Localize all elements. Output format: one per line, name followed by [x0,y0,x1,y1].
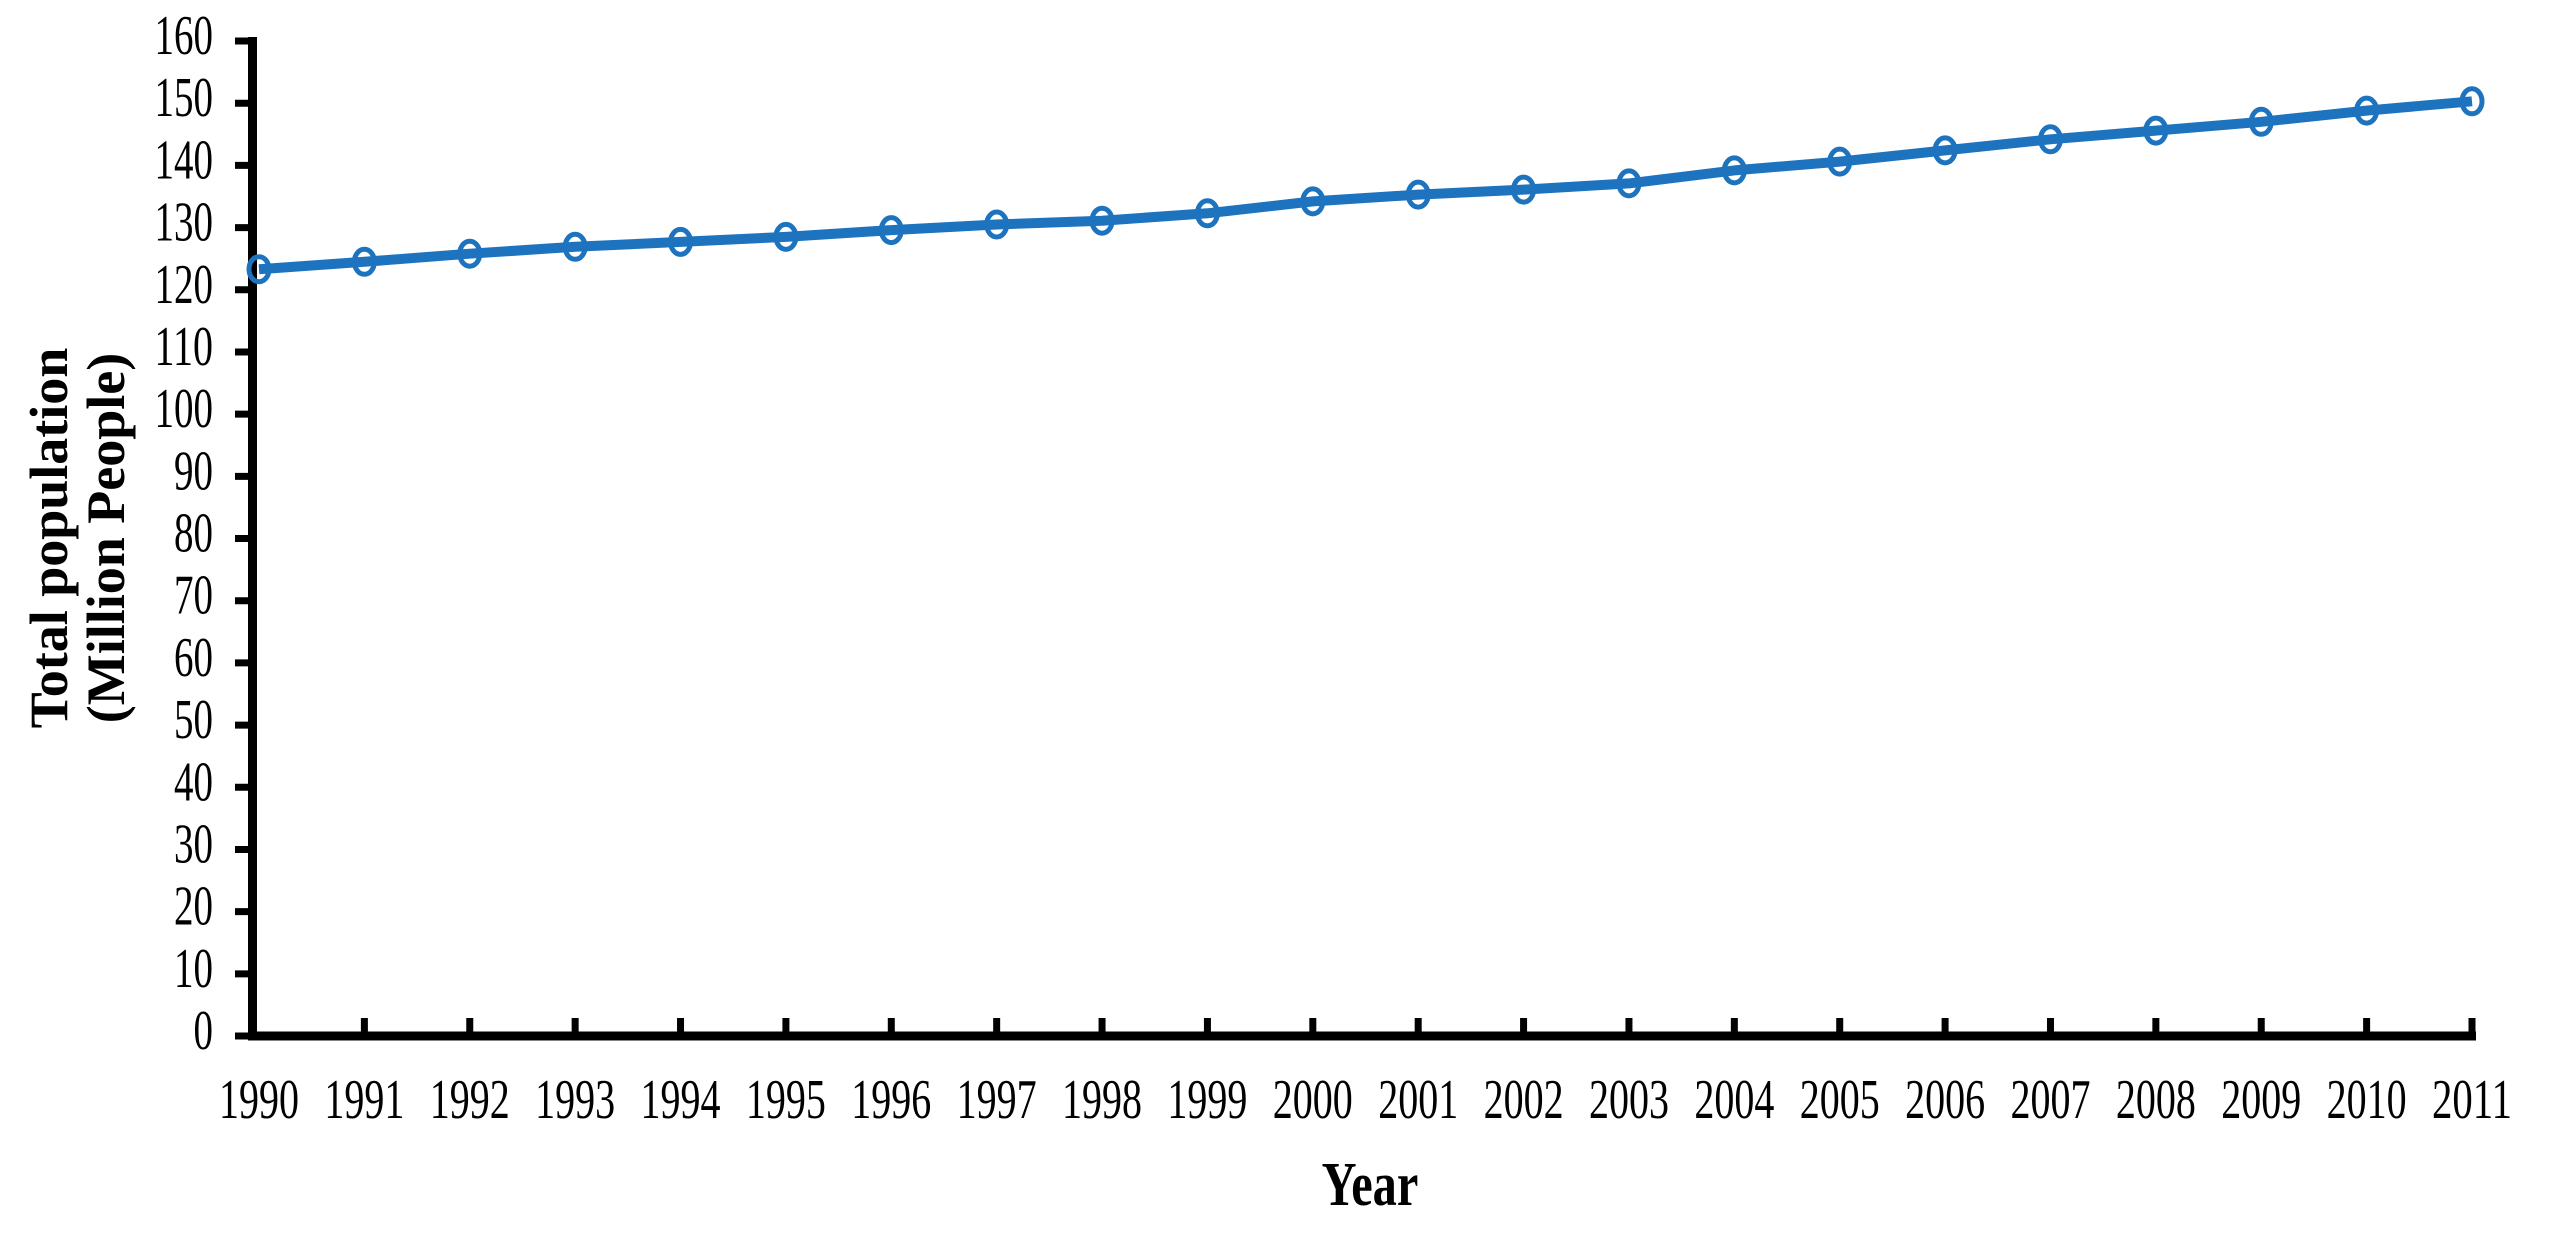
x-tick-label: 1996 [851,1069,931,1131]
y-axis-title: Total population (Million People) [18,347,136,729]
y-tick-label: 100 [155,378,214,440]
y-axis-title-line1: Total population [18,347,79,729]
x-axis-title-text: Year [1321,1151,1419,1219]
x-tick-label: 1999 [1167,1069,1247,1131]
x-axis-title: Year [1322,1150,1419,1221]
data-point-1990 [246,254,272,285]
x-tick-label: 1993 [535,1069,615,1131]
x-tick-label: 2006 [1905,1069,1985,1131]
data-point-1997 [984,209,1010,240]
data-point-2005 [1827,146,1853,177]
x-tick-label: 2011 [2432,1069,2512,1131]
x-tick-label: 1994 [641,1069,721,1131]
x-tick-label: 1992 [430,1069,510,1131]
y-tick-label: 130 [155,192,214,254]
y-tick-label: 10 [174,938,213,1000]
data-point-2011 [2459,86,2485,117]
y-tick-label: 80 [174,503,213,565]
x-tick-label: 2009 [2221,1069,2301,1131]
x-tick-label: 2010 [2327,1069,2407,1131]
y-tick-label: 20 [174,876,213,938]
x-tick-label: 2000 [1273,1069,1353,1131]
y-tick-label: 60 [174,627,213,689]
data-point-2000 [1300,186,1326,217]
data-point-1999 [1194,198,1220,229]
y-tick-label: 70 [174,565,213,627]
data-point-2007 [2037,124,2063,155]
data-point-2001 [1405,179,1431,210]
y-tick-label: 120 [155,254,214,316]
data-point-1992 [457,238,483,269]
x-tick-label: 2001 [1378,1069,1458,1131]
y-tick-label: 90 [174,440,213,502]
y-axis-title-line2: (Million People) [76,352,136,724]
y-tick-label: 140 [155,129,214,191]
data-point-2004 [1721,155,1747,186]
x-tick-label: 1991 [324,1069,404,1131]
x-tick-label: 1998 [1062,1069,1142,1131]
x-tick-label: 2003 [1589,1069,1669,1131]
data-point-2009 [2248,106,2274,137]
x-tick-label: 1990 [219,1069,299,1131]
data-point-2006 [1932,135,1958,166]
x-tick-label: 2007 [2010,1069,2090,1131]
data-point-1994 [668,226,694,257]
y-tick-label: 30 [174,813,213,875]
data-point-2002 [1511,174,1537,205]
y-tick-label: 150 [155,67,214,129]
y-tick-label: 160 [155,5,214,67]
y-tick-label: 0 [194,1000,214,1062]
y-tick-label: 50 [174,689,213,751]
x-tick-label: 2004 [1694,1069,1774,1131]
x-tick-label: 1997 [957,1069,1037,1131]
x-tick-label: 1995 [746,1069,826,1131]
x-tick-label: 2002 [1484,1069,1564,1131]
data-point-1996 [878,215,904,246]
data-point-1995 [773,221,799,252]
data-point-2010 [2354,95,2380,126]
y-tick-label: 40 [174,751,213,813]
population-series-line [258,96,2473,275]
data-point-1998 [1089,205,1115,236]
data-point-2003 [1616,168,1642,199]
x-tick-label: 2005 [1800,1069,1880,1131]
y-tick-label: 110 [155,316,214,378]
data-point-1993 [562,231,588,262]
x-tick-label: 2008 [2116,1069,2196,1131]
data-point-1991 [351,246,377,277]
data-point-2008 [2143,115,2169,146]
